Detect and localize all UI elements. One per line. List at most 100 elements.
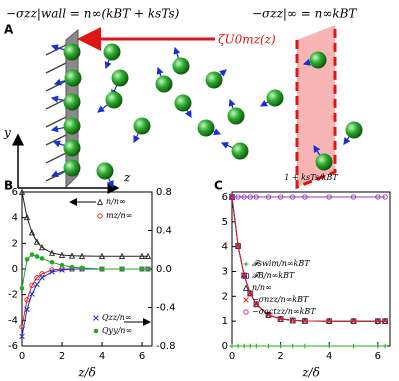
marker — [98, 252, 106, 260]
marker — [253, 194, 259, 200]
x-tick-label: 6 — [139, 351, 145, 362]
marker — [58, 251, 66, 258]
marker — [38, 244, 46, 251]
marker — [241, 272, 247, 279]
legend-label: Qyy/n∞ — [102, 326, 132, 335]
marker — [235, 343, 241, 349]
marker — [247, 290, 253, 297]
y-tick-label: 2 — [222, 291, 228, 302]
marker — [375, 318, 381, 324]
marker — [33, 238, 41, 245]
y2-tick-label: -0.8 — [156, 341, 176, 352]
panel-label: C — [214, 179, 223, 193]
marker — [350, 194, 357, 200]
marker — [48, 249, 56, 256]
y2-tick-label: 0.0 — [156, 264, 172, 275]
marker — [277, 316, 284, 322]
marker — [29, 252, 35, 257]
y2-tick-label: 0.8 — [156, 187, 172, 198]
marker — [145, 266, 151, 272]
marker — [24, 297, 30, 303]
particle — [111, 69, 129, 87]
y-tick-label: 6 — [12, 187, 18, 198]
marker — [375, 194, 381, 200]
particle — [63, 43, 81, 61]
particle — [227, 107, 245, 125]
x-tick-label: 2 — [277, 351, 283, 362]
marker — [59, 262, 65, 268]
marker — [234, 242, 242, 249]
marker — [39, 256, 45, 261]
particle — [172, 57, 190, 75]
y-tick-label: -6 — [8, 341, 18, 352]
marker — [93, 315, 99, 321]
marker — [241, 343, 247, 349]
particle — [64, 69, 82, 87]
hatching — [45, 44, 67, 182]
marker — [78, 252, 86, 259]
y-tick-label: 0 — [12, 264, 18, 275]
axis-z-label: z — [123, 171, 131, 185]
particle — [133, 117, 151, 135]
y-tick-label: 2 — [12, 238, 18, 249]
y-tick-label: 6 — [222, 192, 228, 203]
marker — [278, 343, 284, 349]
marker — [99, 266, 105, 272]
particle — [266, 89, 284, 107]
marker — [382, 343, 388, 349]
marker — [247, 194, 253, 200]
particle — [155, 75, 173, 93]
force-label: ζU0mz(z) — [218, 33, 276, 47]
marker — [326, 318, 332, 324]
marker — [351, 343, 356, 349]
marker — [290, 194, 296, 200]
x-tick-label: 4 — [99, 351, 105, 362]
far-boundary — [295, 25, 337, 190]
marker — [79, 265, 85, 271]
legend-label: mz/n∞ — [106, 211, 132, 220]
y-tick-label: -4 — [8, 315, 18, 326]
particle — [63, 139, 81, 157]
marker — [229, 343, 235, 349]
plot-frame — [231, 191, 391, 347]
particle — [174, 94, 192, 112]
particle — [96, 162, 114, 180]
marker — [241, 194, 247, 200]
x-tick-label: 4 — [326, 351, 332, 362]
y-tick-label: 4 — [222, 242, 228, 253]
marker — [19, 333, 25, 340]
marker — [96, 198, 104, 205]
marker — [24, 257, 30, 262]
marker — [144, 252, 152, 260]
marker — [247, 343, 253, 349]
marker — [382, 318, 388, 324]
y-tick-label: 1 — [222, 316, 228, 327]
x-tick-label: 0 — [229, 351, 235, 362]
y-tick-label: 0 — [222, 341, 228, 352]
wall-equation: −σzz|wall = n∞(kBT + ksTs) — [6, 7, 180, 21]
marker — [24, 306, 30, 313]
marker — [39, 274, 45, 281]
particle — [315, 153, 333, 171]
particle — [309, 51, 327, 69]
marker — [326, 343, 332, 349]
marker — [290, 317, 296, 324]
marker — [265, 194, 272, 200]
y2-tick-label: 0.4 — [156, 226, 172, 237]
marker — [277, 194, 284, 200]
marker — [253, 301, 260, 308]
legend-label: 𝓕B/n∞kBT — [252, 271, 295, 280]
legend-label: n/n∞ — [106, 197, 126, 206]
particle — [205, 71, 223, 89]
legend-label: Qzz/n∞ — [102, 313, 132, 322]
y2-tick-label: -0.4 — [156, 303, 176, 314]
marker — [18, 188, 26, 195]
marker — [23, 213, 31, 221]
panel-label: A — [4, 23, 14, 37]
marker — [382, 194, 388, 200]
particle — [63, 159, 81, 177]
particle — [63, 93, 81, 111]
marker — [375, 343, 381, 349]
far-equation: −σzz|∞ = n∞kBT — [252, 7, 357, 21]
